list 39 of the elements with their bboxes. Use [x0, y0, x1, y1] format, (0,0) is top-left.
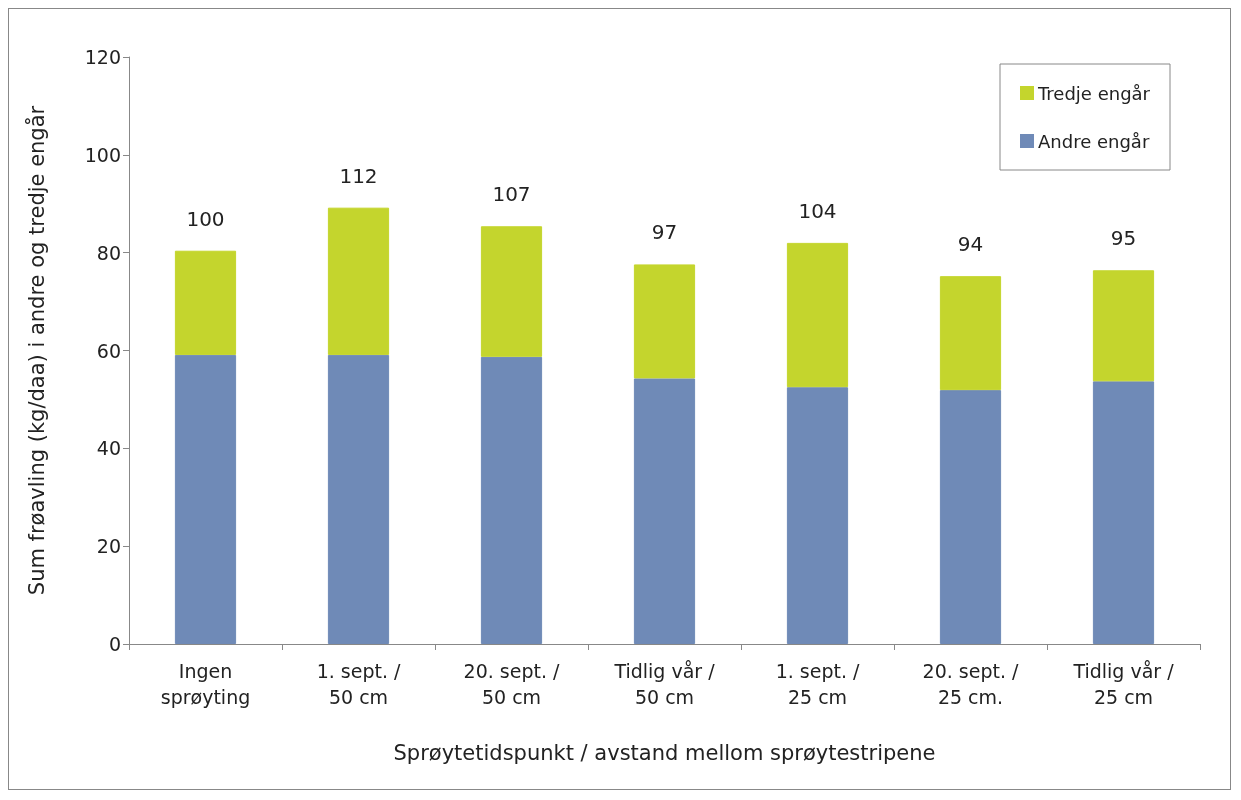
- y-tick-label: 60: [96, 339, 121, 362]
- y-tick-label: 80: [96, 241, 121, 264]
- annotation: 95: [1110, 226, 1137, 251]
- annotation: 100: [186, 206, 225, 231]
- y-tick-label: 40: [96, 437, 121, 460]
- bar: [480, 356, 543, 644]
- bar: [786, 387, 849, 644]
- annotation: 97: [651, 220, 678, 245]
- x-tick-label: 20. sept. / 50 cm: [463, 660, 561, 708]
- x-tick-label: 1. sept. / 50 cm: [316, 660, 401, 708]
- x-axis-title: Sprøytetidspunkt / avstand mellom sprøytestripene: [393, 740, 936, 765]
- x-tick-label: Tidlig vår / 50 cm: [613, 660, 716, 708]
- y-axis-title: Sum frøavling (kg/daa) i andre og tredje engår: [23, 105, 49, 596]
- bar: [327, 354, 390, 644]
- bar: [174, 250, 237, 355]
- bar: [1092, 270, 1155, 382]
- legend-label: Andre engår: [1038, 130, 1150, 152]
- x-tick-label: Ingen sprøyting: [160, 660, 251, 708]
- bar: [633, 378, 696, 644]
- bar: [939, 276, 1002, 391]
- y-tick-label: 0: [108, 633, 121, 655]
- bar: [633, 264, 696, 379]
- x-tick-label: 1. sept. / 25 cm: [775, 660, 860, 708]
- y-tick-label: 120: [84, 46, 121, 68]
- annotation: 112: [339, 163, 378, 188]
- bar: [1092, 381, 1155, 644]
- bar: [786, 242, 849, 388]
- annotation: 104: [798, 198, 837, 223]
- bar: [480, 226, 543, 357]
- bar: [939, 390, 1002, 644]
- bar: [174, 354, 237, 644]
- x-tick-label: Tidlig vår / 25 cm: [1072, 660, 1175, 708]
- bar: [327, 207, 390, 355]
- annotation: 94: [957, 232, 984, 257]
- y-tick-label: 20: [96, 535, 121, 558]
- x-tick-label: 20. sept. / 25 cm.: [922, 660, 1020, 708]
- y-tick-label: 100: [84, 143, 121, 166]
- legend-label: Tredje engår: [1037, 82, 1151, 104]
- annotation: 107: [492, 182, 531, 207]
